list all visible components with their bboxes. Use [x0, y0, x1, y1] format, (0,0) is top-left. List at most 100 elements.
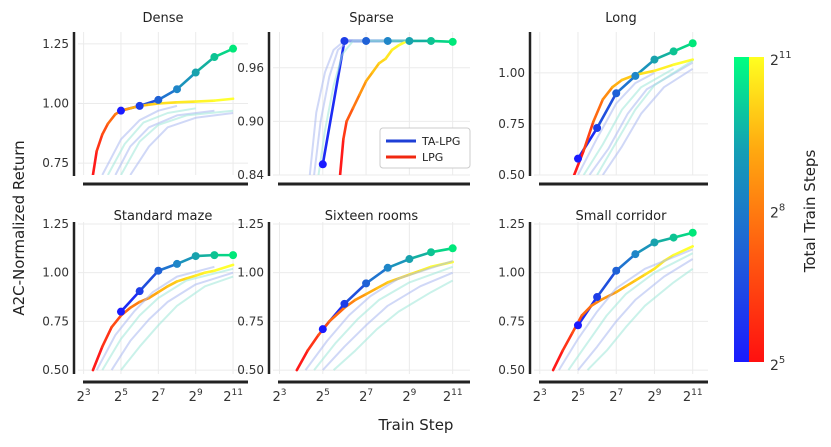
faint-run-line	[101, 267, 234, 371]
lpg-line-segment	[95, 133, 104, 153]
y-tick-label: 1.25	[498, 217, 525, 231]
faint-run-line	[114, 109, 215, 175]
ta-lpg-point	[612, 266, 621, 275]
ta-lpg-point	[318, 160, 327, 169]
y-tick-label: 1.00	[42, 266, 69, 280]
ta-lpg-point	[229, 251, 238, 260]
ta-lpg-point	[191, 252, 200, 261]
ta-lpg-line-segment	[138, 269, 160, 293]
lpg-line-segment	[351, 93, 361, 110]
lpg-line-segment	[353, 292, 368, 302]
x-tick-label: 25	[316, 388, 330, 405]
x-tick-label: 25	[114, 388, 128, 405]
ta-lpg-line-segment	[119, 289, 141, 313]
colorbar-tick-label: 25	[770, 355, 785, 374]
x-tick-label: 23	[77, 388, 91, 405]
faint-run-line	[110, 271, 234, 371]
lpg-line-segment	[364, 286, 379, 296]
lpg-line-segment	[306, 333, 320, 352]
ta-lpg-point	[135, 287, 144, 296]
y-tick-label: 0.75	[498, 117, 525, 131]
lpg-line-segment	[390, 44, 400, 52]
ta-lpg-point	[650, 55, 659, 64]
colorbar-tick-label: 28	[770, 203, 785, 222]
plot-area	[572, 41, 695, 175]
lpg-line-segment	[672, 245, 695, 257]
y-tick-label: 1.00	[42, 97, 69, 111]
lpg-line-segment	[147, 102, 160, 106]
x-tick-label: 23	[272, 388, 286, 405]
ta-lpg-line-segment	[343, 282, 368, 306]
lpg-line-segment	[194, 99, 216, 103]
gridlines	[534, 32, 708, 176]
ta-lpg-point	[669, 233, 678, 242]
lpg-line-segment	[338, 137, 345, 175]
ta-lpg-point	[229, 44, 238, 53]
lpg-line-segment	[106, 112, 117, 126]
ta-lpg-point	[448, 244, 457, 253]
ta-lpg-point	[318, 325, 327, 334]
lpg-line-segment	[580, 304, 593, 317]
y-tick-label: 0.75	[498, 314, 525, 328]
y-tick-label: 1.00	[237, 266, 264, 280]
ta-lpg-point	[427, 248, 436, 257]
x-tick-label: 211	[683, 388, 703, 405]
y-tick-label: 0.90	[237, 114, 264, 128]
ta-lpg-point	[573, 154, 582, 163]
x-axis-label: Train Step	[378, 416, 454, 434]
lpg-line-segment	[572, 149, 586, 175]
lpg-line-segment	[100, 325, 113, 349]
x-tick-label: 211	[223, 388, 243, 405]
faint-run-line	[322, 271, 454, 371]
faint-run-line	[567, 252, 694, 371]
ta-lpg-line-segment	[175, 71, 197, 91]
x-tick-label: 27	[609, 388, 623, 405]
lpg-line-segment	[166, 280, 179, 288]
lpg-line-segment	[624, 279, 637, 288]
ta-lpg-point	[191, 68, 200, 77]
ta-lpg-point	[593, 293, 602, 302]
y-tick-label: 0.75	[237, 314, 264, 328]
faint-run-line	[120, 275, 234, 371]
ta-lpg-point	[573, 321, 582, 330]
lpg-line-segment	[295, 349, 309, 372]
ta-lpg-point	[688, 228, 697, 237]
y-tick-label: 0.50	[42, 363, 69, 377]
y-tick-label: 1.00	[498, 266, 525, 280]
colorbar-red	[749, 57, 764, 362]
lpg-line-segment	[110, 314, 123, 329]
faint-run-line	[577, 72, 655, 175]
lpg-line-segment	[327, 306, 346, 323]
lpg-line-segment	[371, 61, 381, 74]
subplot-small-corridor: Small corridor 0.50 0.75 1.00 1.25 23 25 27 29 21…	[498, 209, 708, 405]
ta-lpg-point	[383, 36, 392, 45]
ta-lpg-point	[593, 124, 602, 133]
ta-lpg-point	[405, 36, 414, 45]
lpg-line-segment	[91, 149, 98, 175]
y-tick-label: 1.25	[42, 37, 69, 51]
lpg-line-segment	[175, 277, 188, 283]
subplot-title: Dense	[142, 11, 183, 26]
y-tick-label: 0.84	[237, 168, 264, 182]
plot-area	[551, 231, 695, 372]
y-tick-label: 1.25	[237, 217, 264, 231]
lpg-line-segment	[345, 106, 355, 123]
legend-label: TA-LPG	[421, 135, 460, 148]
faint-run-line	[582, 67, 675, 175]
ta-lpg-point	[362, 36, 371, 45]
faint-run-line	[558, 248, 694, 371]
x-tick-label: 23	[533, 388, 547, 405]
faint-run-line	[304, 260, 454, 371]
ta-lpg-line-segment	[595, 91, 618, 130]
ta-lpg-point	[448, 37, 457, 46]
lpg-line-segment	[375, 281, 390, 290]
x-tick-label: 25	[571, 388, 585, 405]
lpg-line-segment	[384, 48, 394, 61]
faint-run-line	[107, 107, 196, 175]
lpg-line-segment	[653, 63, 675, 73]
x-tick-label: 29	[189, 388, 203, 405]
subplot-title: Small corridor	[576, 209, 668, 224]
y-tick-label: 1.25	[42, 217, 69, 231]
ta-lpg-line-segment	[595, 269, 618, 299]
lpg-line-segment	[614, 285, 628, 294]
